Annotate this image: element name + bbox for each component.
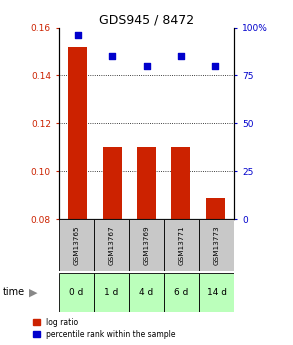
Bar [164, 219, 199, 271]
Text: GSM13767: GSM13767 [108, 225, 114, 265]
Legend: log ratio, percentile rank within the sample: log ratio, percentile rank within the sa… [33, 318, 176, 339]
Bar [137, 147, 156, 219]
Text: 4 d: 4 d [139, 288, 154, 297]
Bar [68, 47, 87, 219]
Bar [103, 147, 122, 219]
Bar [94, 219, 129, 271]
Point [75, 32, 80, 38]
Bar [199, 219, 234, 271]
Text: 6 d: 6 d [174, 288, 189, 297]
Text: GSM13771: GSM13771 [179, 225, 185, 265]
Point [144, 63, 149, 69]
Bar [171, 147, 190, 219]
Bar [59, 273, 94, 312]
Text: ▶: ▶ [29, 287, 38, 297]
Point [110, 53, 114, 59]
Text: GSM13765: GSM13765 [73, 225, 79, 265]
Text: 14 d: 14 d [207, 288, 227, 297]
Point [213, 63, 218, 69]
Text: 0 d: 0 d [69, 288, 84, 297]
Bar [206, 198, 225, 219]
Text: 1 d: 1 d [104, 288, 119, 297]
Point [179, 53, 183, 59]
Text: GDS945 / 8472: GDS945 / 8472 [99, 13, 194, 26]
Bar [129, 273, 164, 312]
Bar [164, 273, 199, 312]
Text: GSM13769: GSM13769 [144, 225, 149, 265]
Bar [94, 273, 129, 312]
Bar [59, 219, 94, 271]
Bar [199, 273, 234, 312]
Text: time: time [3, 287, 25, 297]
Text: GSM13773: GSM13773 [214, 225, 220, 265]
Bar [129, 219, 164, 271]
